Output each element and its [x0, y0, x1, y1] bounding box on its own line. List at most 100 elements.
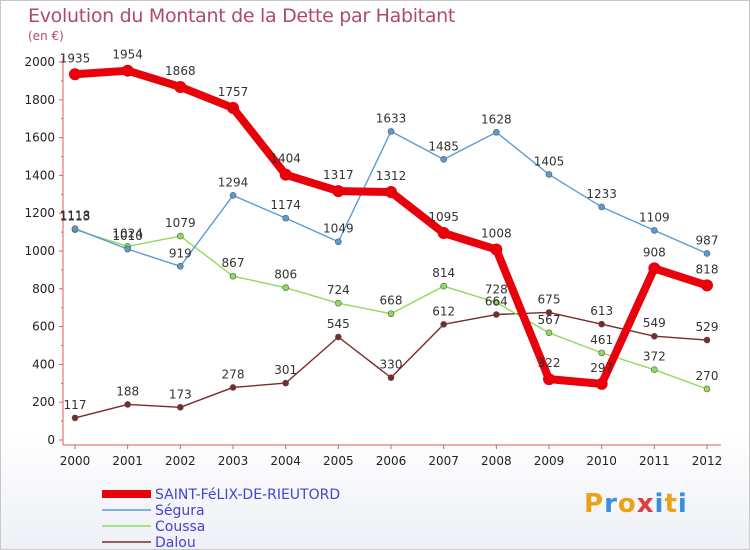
data-point	[440, 321, 447, 328]
series-3	[71, 309, 711, 422]
data-label: 668	[380, 294, 403, 308]
x-tick-label: 2002	[165, 454, 196, 468]
data-label: 461	[590, 333, 613, 347]
data-label: 1405	[534, 154, 565, 168]
data-label: 301	[274, 363, 297, 377]
axes: 0 200 400 600 800 1000 1200 1400 1600 1800 2000 200…	[24, 55, 722, 468]
data-point	[651, 227, 658, 234]
series-0	[69, 64, 713, 390]
legend-label: SAINT-FéLIX-DE-RIEUTORD	[155, 487, 340, 503]
x-tick-label: 2001	[112, 454, 143, 468]
data-point	[387, 128, 395, 135]
data-point	[493, 299, 500, 306]
x-tick-label: 2010	[586, 454, 617, 468]
logo-letter: r	[604, 489, 618, 519]
data-point	[387, 374, 395, 381]
data-point	[440, 282, 447, 290]
data-point	[440, 156, 447, 163]
data-label: 1010	[112, 229, 143, 243]
data-point	[335, 299, 342, 307]
data-point	[545, 309, 553, 316]
y-tick-label: 1200	[24, 206, 55, 220]
data-point	[490, 243, 503, 256]
data-point	[595, 377, 608, 390]
data-label: 728	[485, 282, 508, 296]
data-point	[543, 373, 555, 386]
x-tick-label: 2008	[481, 454, 512, 468]
data-label: 1109	[639, 210, 670, 224]
unit-label: (en €)	[28, 29, 64, 43]
x-tick-label: 2005	[323, 454, 354, 468]
data-label: 1118	[60, 209, 91, 223]
y-tick-label: 2000	[24, 55, 55, 69]
data-point	[332, 185, 345, 198]
legend-label: Dalou	[155, 535, 196, 549]
x-tick-label: 2011	[639, 454, 670, 468]
logo-letter: P	[584, 489, 605, 519]
data-point	[385, 186, 397, 199]
data-label: 1633	[376, 111, 407, 125]
data-point	[545, 329, 553, 337]
data-point	[545, 171, 553, 178]
data-point	[71, 225, 79, 232]
data-label: 1008	[481, 226, 512, 240]
data-label: 270	[696, 369, 719, 383]
data-label: 1095	[428, 210, 459, 224]
data-label: 806	[274, 268, 297, 282]
logo-letter: t	[664, 489, 678, 519]
x-tick-label: 2007	[428, 454, 459, 468]
data-point	[703, 250, 711, 257]
data-point	[282, 214, 289, 222]
y-tick-label: 0	[47, 433, 55, 447]
data-label: 1233	[586, 187, 617, 201]
data-point	[229, 384, 237, 391]
data-point	[121, 64, 134, 77]
data-label: 1294	[218, 175, 249, 189]
data-label: 549	[643, 316, 666, 330]
x-tick-label: 2009	[534, 454, 565, 468]
y-tick-label: 1000	[24, 244, 55, 258]
data-point	[335, 238, 342, 246]
data-label: 818	[696, 262, 719, 276]
data-label: 1404	[270, 152, 301, 166]
data-label: 1317	[323, 168, 354, 182]
x-tick-label: 2012	[692, 454, 723, 468]
data-point	[124, 245, 131, 253]
data-label: 919	[169, 246, 192, 260]
data-label: 1049	[323, 222, 354, 236]
data-labels: 117 188 173 278 301 545 330 612 664 675 613 549 529 1…	[60, 48, 719, 412]
series-layer	[69, 64, 713, 422]
data-point	[174, 80, 187, 93]
chart-title: Evolution du Montant de la Dette par Hab…	[28, 5, 456, 27]
data-label: 322	[538, 356, 561, 370]
data-point	[437, 227, 450, 240]
data-label: 1868	[165, 64, 196, 78]
data-point	[335, 333, 342, 341]
y-tick-label: 400	[32, 357, 55, 371]
data-label: 1079	[165, 216, 196, 230]
y-tick-label: 600	[32, 320, 55, 334]
data-label: 372	[643, 350, 666, 364]
y-tick-label: 800	[32, 282, 55, 296]
data-point	[177, 263, 184, 270]
data-point	[598, 349, 605, 357]
y-tick-label: 200	[32, 395, 55, 409]
y-tick-label: 1800	[24, 93, 55, 107]
data-label: 188	[116, 384, 139, 398]
y-tick-label: 1400	[24, 168, 55, 182]
data-point	[229, 272, 237, 280]
data-label: 1757	[218, 85, 249, 99]
data-label: 987	[696, 233, 719, 247]
proxiti-logo: Proxiti	[584, 489, 688, 519]
data-point	[282, 379, 289, 387]
data-label: 867	[222, 256, 245, 270]
data-point	[493, 311, 500, 318]
data-label: 612	[432, 304, 455, 318]
data-label: 724	[327, 283, 350, 297]
data-label: 1954	[112, 48, 143, 62]
data-label: 664	[485, 295, 508, 309]
data-label: 173	[169, 387, 192, 401]
data-point	[227, 101, 239, 114]
